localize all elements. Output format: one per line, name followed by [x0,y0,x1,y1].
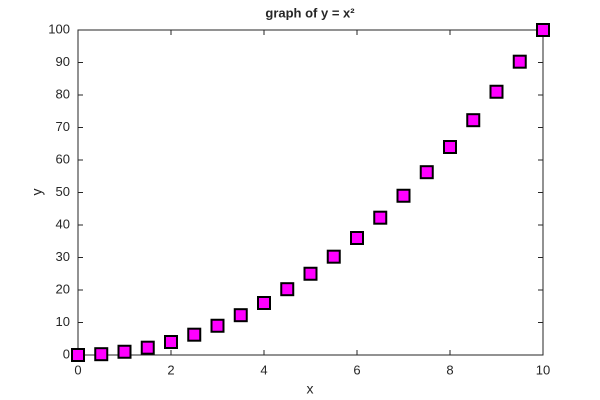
marker [117,344,132,359]
marker [536,23,550,37]
y-tick-label: 90 [56,54,70,69]
y-tick-label: 100 [48,21,70,36]
marker [489,84,504,99]
x-tick-label: 2 [167,362,174,377]
marker [373,210,388,225]
marker [350,231,364,245]
x-tick-label: 6 [353,362,360,377]
marker [164,335,178,349]
x-tick-label: 10 [536,362,550,377]
y-tick-label: 0 [63,346,70,361]
marker [140,340,155,355]
x-tick-label: 0 [74,362,81,377]
marker [94,347,109,362]
x-tick-label: 4 [260,362,267,377]
marker [303,266,318,281]
y-tick-label: 60 [56,151,70,166]
marker [466,113,481,128]
marker [233,308,248,323]
y-tick-label: 10 [56,314,70,329]
marker [512,54,527,69]
marker [257,296,271,310]
marker [443,140,457,154]
y-tick-label: 80 [56,86,70,101]
marker [326,249,341,264]
y-tick-label: 40 [56,216,70,231]
marker [71,348,85,362]
y-axis-label: y [29,189,45,196]
marker [280,282,295,297]
x-axis-label: x [307,381,314,397]
marker [187,327,202,342]
marker [210,318,225,333]
chart-title: graph of y = x² [265,5,355,20]
y-tick-label: 30 [56,249,70,264]
y-tick-label: 50 [56,184,70,199]
y-tick-label: 20 [56,281,70,296]
marker [419,165,434,180]
marker [396,188,411,203]
y-tick-label: 70 [56,119,70,134]
x-tick-label: 8 [446,362,453,377]
